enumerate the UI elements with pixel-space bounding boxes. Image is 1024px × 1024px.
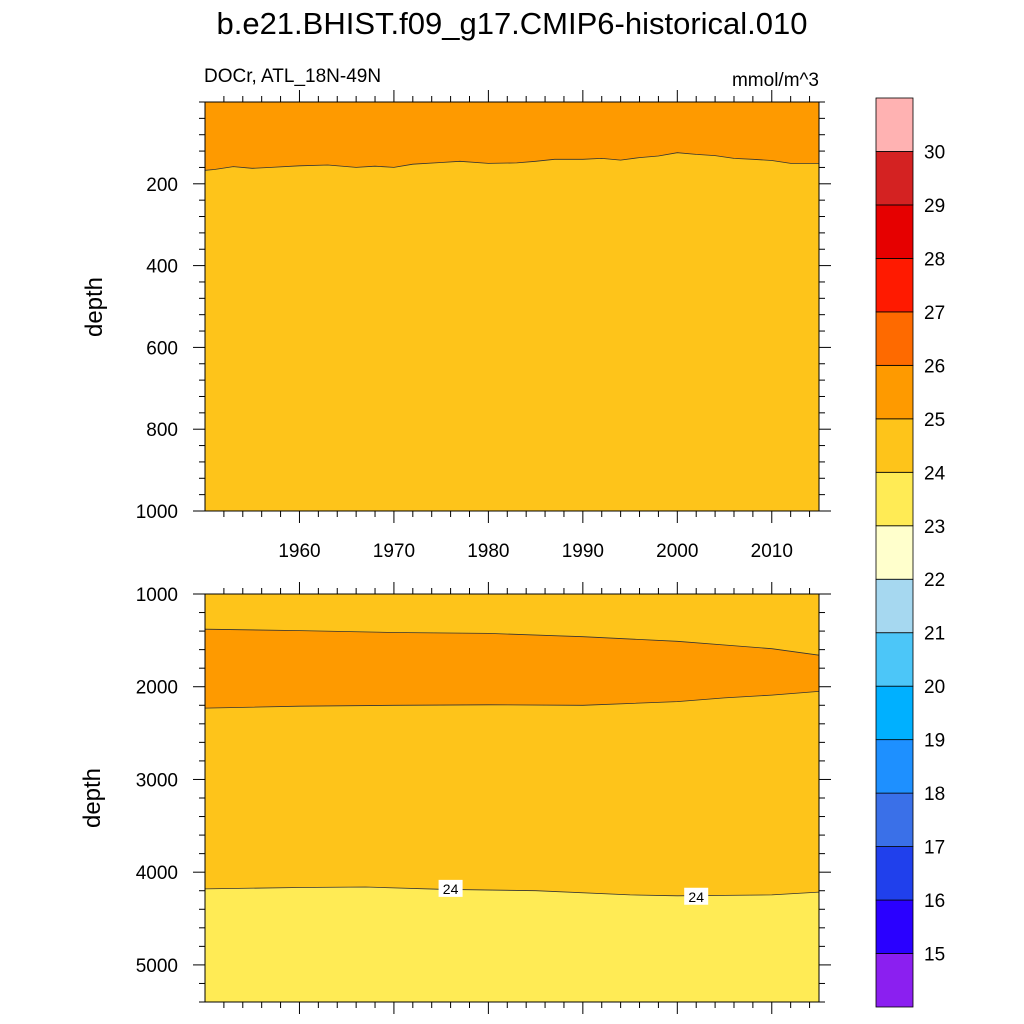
colorbar-swatch xyxy=(875,97,914,152)
y-tick-label: 1000 xyxy=(136,585,178,606)
colorbar-swatch xyxy=(875,311,914,366)
colorbar-swatch xyxy=(875,739,914,794)
colorbar-label: 20 xyxy=(924,677,945,698)
contour-label-0: 24 xyxy=(438,879,463,897)
colorbar-label: 22 xyxy=(924,570,945,591)
top-panel-variable-label: DOCr, ATL_18N-49N xyxy=(204,66,381,87)
colorbar-swatch xyxy=(875,846,914,901)
colorbar-swatch xyxy=(875,685,914,741)
y-tick-label: 600 xyxy=(146,338,178,359)
y-tick-label: 2000 xyxy=(136,678,178,699)
colorbar-swatch xyxy=(875,899,914,954)
colorbar-label: 18 xyxy=(924,784,945,805)
colorbar-swatch xyxy=(875,418,914,473)
contour-line-25-upper xyxy=(204,628,820,656)
contour-line-24 xyxy=(204,886,820,897)
colorbar-label: 28 xyxy=(924,249,945,270)
x-tick-label: 1980 xyxy=(467,541,509,562)
contour-label-text: 24 xyxy=(443,881,459,897)
y-tick-label: 1000 xyxy=(136,502,178,523)
x-tick-label: 1990 xyxy=(562,541,604,562)
colorbar-swatch xyxy=(875,578,914,634)
colorbar-label: 15 xyxy=(924,945,945,966)
top-panel: DOCr, ATL_18N-49N mmol/m^3 depth 1960 197… xyxy=(81,66,831,562)
top-panel-y-axis-label: depth xyxy=(81,277,108,337)
top-panel-ticks: 1960 1970 1980 1990 2000 2010 200 400 600 800 1000 xyxy=(136,90,831,562)
colorbar-label: 19 xyxy=(924,731,945,752)
colorbar-swatch xyxy=(875,151,914,206)
bottom-panel-fill: 24 24 xyxy=(204,594,820,1002)
x-tick-label: 2010 xyxy=(751,541,793,562)
colorbar-swatch xyxy=(875,204,914,259)
colorbar-label: 27 xyxy=(924,303,945,324)
y-tick-label: 5000 xyxy=(136,956,178,977)
colorbar-swatch xyxy=(875,258,914,313)
y-tick-label: 800 xyxy=(146,420,178,441)
y-tick-label: 400 xyxy=(146,257,178,278)
colorbar-label: 17 xyxy=(924,838,945,859)
contour-label-text: 24 xyxy=(688,889,704,905)
band-24-25 xyxy=(205,102,819,511)
x-tick-label: 2000 xyxy=(656,541,698,562)
colorbar-swatch xyxy=(875,364,914,420)
top-panel-units-label: mmol/m^3 xyxy=(732,70,819,91)
contour-label-1: 24 xyxy=(684,887,709,905)
band-23-24 xyxy=(205,887,819,1002)
bottom-panel: depth 24 24 1000 2000 3000 4000 5000 xyxy=(79,582,831,1014)
y-tick-label: 200 xyxy=(146,175,178,196)
colorbar-swatch xyxy=(875,792,914,847)
x-tick-label: 1960 xyxy=(278,541,320,562)
colorbar-label: 26 xyxy=(924,356,945,377)
contour-line-25 xyxy=(204,152,819,171)
bottom-panel-ticks: 1000 2000 3000 4000 5000 xyxy=(136,582,831,1014)
y-tick-label: 3000 xyxy=(136,770,178,791)
colorbar-label: 21 xyxy=(924,624,945,645)
bottom-panel-y-axis-label: depth xyxy=(79,768,106,828)
colorbar-swatch xyxy=(875,471,914,527)
colorbar-label: 30 xyxy=(924,142,945,163)
band-25-26 xyxy=(205,629,819,709)
colorbar-label: 23 xyxy=(924,517,945,538)
chart-title: b.e21.BHIST.f09_g17.CMIP6-historical.010 xyxy=(216,6,807,41)
plot-frame xyxy=(204,101,820,512)
colorbar-label: 25 xyxy=(924,410,945,431)
colorbar-swatch xyxy=(875,632,914,687)
top-panel-fill xyxy=(204,102,819,511)
colorbar-swatch xyxy=(875,525,914,580)
colorbar-label: 16 xyxy=(924,891,945,912)
colorbar-label: 24 xyxy=(924,463,946,484)
colorbar-label: 29 xyxy=(924,196,945,217)
contour-line-25-lower xyxy=(204,691,820,709)
x-tick-label: 1970 xyxy=(373,541,415,562)
colorbar: 15 16 17 18 19 20 21 22 23 24 25 26 27 28 29 30 xyxy=(875,97,946,1008)
y-tick-label: 4000 xyxy=(136,863,178,884)
band-25-26 xyxy=(205,102,819,171)
colorbar-swatch xyxy=(875,953,914,1008)
